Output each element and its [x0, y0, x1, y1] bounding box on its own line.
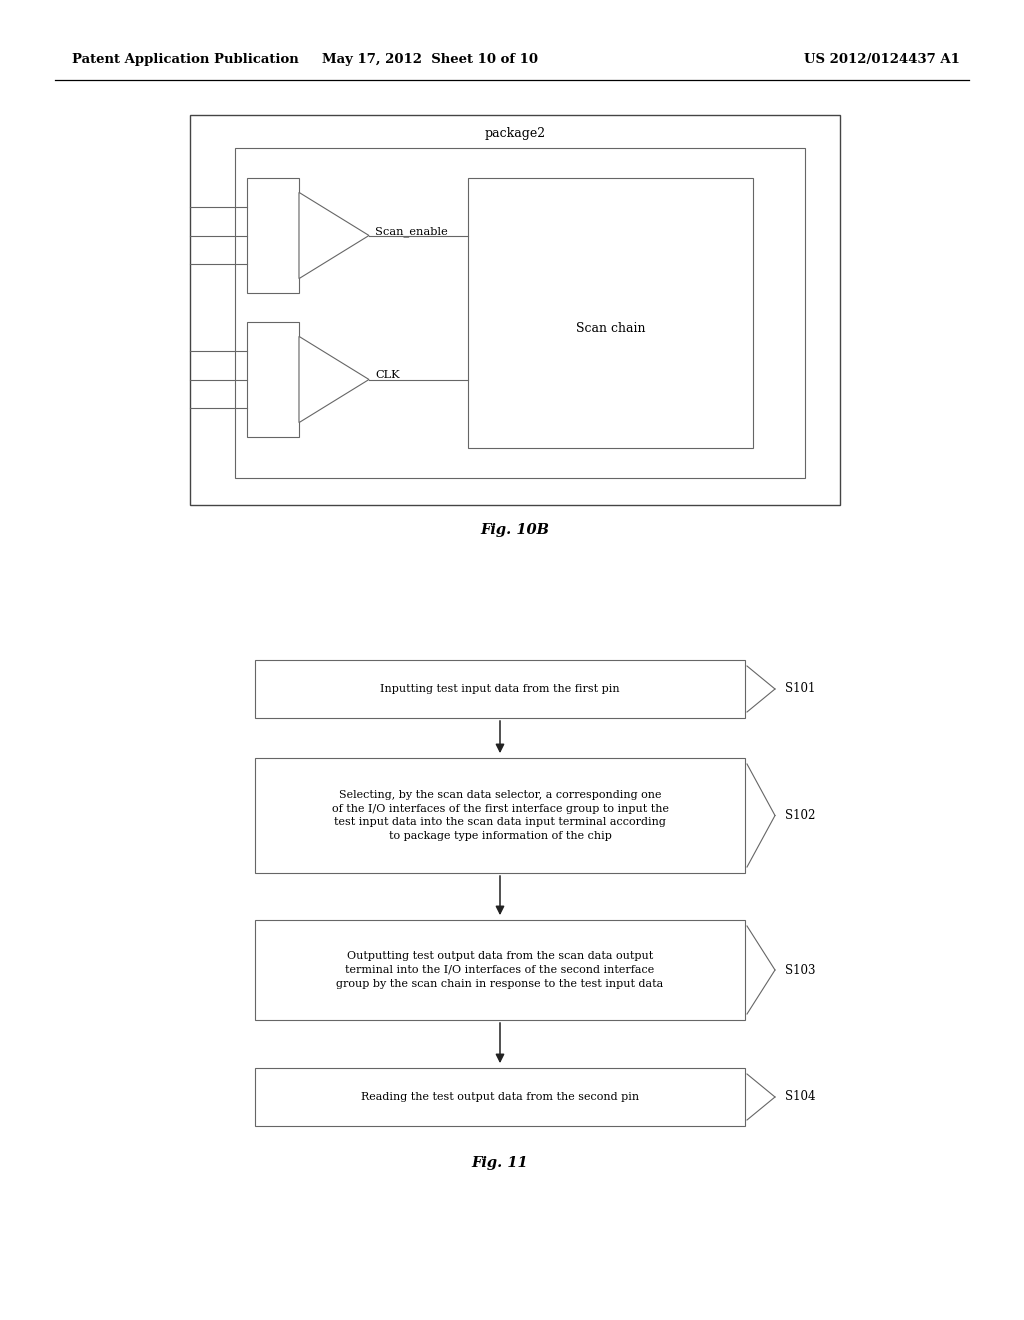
Bar — [255, 920, 745, 1020]
Bar — [247, 178, 299, 293]
Bar — [255, 1068, 745, 1126]
Polygon shape — [299, 337, 369, 422]
Text: May 17, 2012  Sheet 10 of 10: May 17, 2012 Sheet 10 of 10 — [322, 54, 538, 66]
Text: Inputting test input data from the first pin: Inputting test input data from the first… — [380, 684, 620, 694]
Bar — [247, 322, 299, 437]
Text: Outputting test output data from the scan data output
terminal into the I/O inte: Outputting test output data from the sca… — [336, 952, 664, 989]
Bar — [234, 148, 805, 478]
Text: Fig. 10B: Fig. 10B — [480, 523, 550, 537]
Text: S104: S104 — [785, 1090, 815, 1104]
Text: Fig. 11: Fig. 11 — [472, 1156, 528, 1170]
Polygon shape — [299, 193, 369, 279]
Text: Scan chain: Scan chain — [575, 322, 645, 334]
Text: S101: S101 — [785, 682, 815, 696]
Text: Patent Application Publication: Patent Application Publication — [72, 54, 299, 66]
Bar — [255, 758, 745, 873]
Bar — [468, 178, 753, 447]
Text: S103: S103 — [785, 964, 815, 977]
Text: Scan_enable: Scan_enable — [375, 226, 447, 236]
Bar — [255, 660, 745, 718]
Text: US 2012/0124437 A1: US 2012/0124437 A1 — [804, 54, 961, 66]
Text: Reading the test output data from the second pin: Reading the test output data from the se… — [360, 1092, 639, 1102]
Text: S102: S102 — [785, 809, 815, 822]
Text: package2: package2 — [484, 127, 546, 140]
Text: Selecting, by the scan data selector, a corresponding one
of the I/O interfaces : Selecting, by the scan data selector, a … — [332, 791, 669, 841]
Text: CLK: CLK — [375, 371, 399, 380]
Bar — [190, 115, 840, 506]
